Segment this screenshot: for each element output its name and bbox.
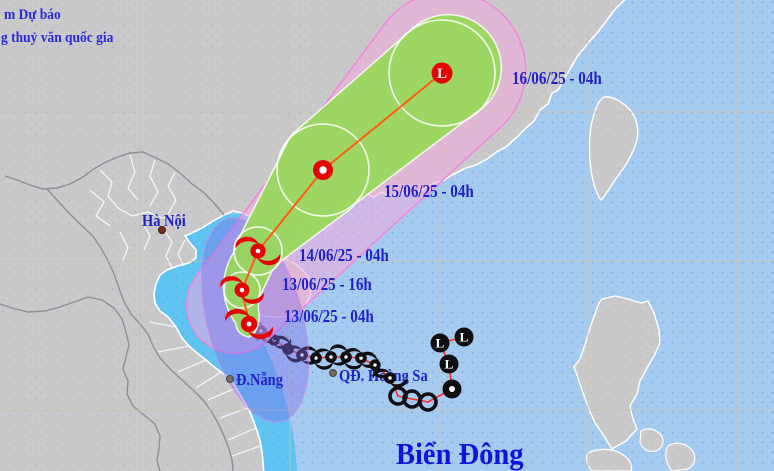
low-symbol-black-1: L (439, 354, 459, 374)
svg-text:L: L (437, 66, 447, 82)
forecast-label-2: 14/06/25 - 04h (299, 245, 389, 266)
forecast-label-1: 13/06/25 - 16h (282, 274, 372, 295)
philippine-islet-2 (665, 442, 696, 471)
low-symbol-72h: L (431, 62, 453, 84)
past-track-symbols: L L L (242, 317, 474, 412)
sea-name-label: Biển Đông (396, 437, 524, 471)
forecast-label-3: 15/06/25 - 04h (384, 181, 474, 202)
place-label-hanoi: Hà Nội (142, 212, 186, 230)
luzon-island (573, 295, 661, 450)
china-vietnam-border (4, 151, 225, 216)
danang-dot (226, 375, 234, 383)
svg-text:L: L (445, 357, 454, 372)
credit-line-2: g thuỷ văn quốc gia (1, 29, 113, 46)
forecast-label-0: 13/06/25 - 04h (284, 306, 374, 327)
agency-credit: m Dự báo g thuỷ văn quốc gia (1, 6, 113, 46)
depression-symbol-48h (313, 160, 333, 180)
place-label-danang: Đ.Nẵng (236, 371, 283, 389)
svg-text:L: L (436, 336, 445, 351)
hanoi-dot (158, 226, 166, 234)
forecast-label-4: 16/06/25 - 04h (512, 68, 602, 89)
hoangsa-dot (329, 369, 337, 377)
laos-thailand-border (0, 296, 161, 471)
depression-symbol-black (442, 379, 462, 399)
philippine-islet-1 (639, 428, 664, 453)
mindoro-island (586, 448, 633, 471)
svg-text:L: L (460, 330, 469, 345)
credit-line-1: m Dự báo (4, 6, 61, 23)
low-symbol-black-2: L (430, 333, 450, 353)
forecast-time-labels: 13/06/25 - 04h 13/06/25 - 16h 14/06/25 -… (282, 68, 602, 327)
low-symbol-black-3: L (454, 327, 474, 347)
vietnam-laos-border (46, 188, 234, 471)
forecast-symbols: L (220, 62, 453, 340)
probability-circles (223, 19, 496, 309)
